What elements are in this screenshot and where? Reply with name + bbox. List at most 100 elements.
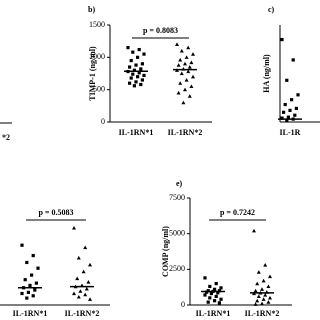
y-tick-label: 2500 (169, 264, 185, 273)
dot (203, 293, 207, 297)
y-tick-label: 1500 (89, 20, 105, 29)
dot (179, 71, 184, 76)
dot (139, 67, 143, 71)
dot (296, 93, 300, 97)
dot (83, 245, 88, 250)
dot (268, 295, 272, 300)
dot (266, 300, 271, 304)
dot (256, 270, 261, 274)
dot (175, 42, 179, 46)
dot (189, 60, 194, 65)
x-tick-label: IL-1RN*2 (245, 309, 280, 318)
dot (208, 296, 212, 300)
x-tick-label: IL-1RN*1 (13, 309, 48, 318)
dot (30, 273, 34, 277)
dot (26, 290, 30, 294)
y-tick-label: 0 (181, 300, 185, 309)
dot (136, 75, 140, 79)
dot (72, 291, 76, 296)
x-tick-label: *2 (2, 133, 10, 142)
dot (25, 296, 29, 300)
dot (88, 262, 92, 267)
dot (139, 82, 143, 87)
dot (129, 58, 133, 63)
dot (86, 280, 91, 284)
dot (25, 260, 29, 265)
y-axis-label: COMP (ng/ml) (161, 226, 170, 277)
dot (219, 286, 223, 290)
dot (128, 81, 132, 85)
dot (137, 47, 141, 52)
dot (140, 62, 144, 66)
dot (214, 294, 218, 299)
dot (183, 87, 187, 92)
dot (209, 291, 213, 296)
panel-label: c) (268, 5, 275, 14)
dot (268, 274, 272, 279)
dot (75, 276, 80, 281)
dot (191, 74, 195, 79)
dot (206, 300, 210, 304)
panel-label: e) (176, 179, 183, 188)
x-tick-label: IL-1R (280, 128, 301, 137)
dot (140, 78, 144, 82)
dot (76, 294, 81, 299)
dot (132, 68, 136, 72)
dot (183, 61, 187, 66)
dot (280, 116, 284, 120)
dot (83, 292, 88, 297)
y-tick-label: 0 (101, 117, 105, 126)
dot (134, 63, 138, 67)
dot (253, 302, 258, 306)
dot (282, 110, 286, 114)
dot (20, 243, 24, 247)
p-value: p = 0.7242 (220, 208, 255, 217)
dot (208, 284, 212, 289)
dot (285, 78, 289, 82)
dot (191, 52, 195, 56)
dot (31, 253, 35, 258)
dot (286, 115, 290, 119)
dot (266, 284, 271, 289)
y-axis-label: HA (ng/ml) (262, 54, 271, 93)
dot (189, 84, 194, 89)
dot (34, 281, 38, 285)
dot (261, 278, 266, 283)
dot (88, 297, 92, 301)
dot (179, 48, 184, 53)
dot (293, 113, 297, 117)
dot (263, 263, 268, 267)
dot (213, 287, 217, 291)
dot (181, 100, 186, 105)
dot (187, 65, 192, 69)
dot (178, 57, 183, 62)
dot (290, 98, 294, 102)
dot (294, 106, 298, 111)
dot (72, 225, 76, 230)
dot (285, 118, 289, 122)
dot (187, 94, 192, 98)
x-tick-label: IL-1RN*2 (65, 309, 100, 318)
dot (256, 294, 261, 299)
dot (261, 297, 266, 301)
y-tick-label: 7500 (169, 193, 185, 202)
y-tick-label: 500 (93, 84, 105, 93)
p-value: p = 0.5083 (38, 208, 73, 217)
dot (280, 37, 284, 42)
dot (184, 77, 189, 82)
dot (255, 281, 260, 286)
dot (20, 291, 24, 296)
dot (128, 65, 132, 69)
dot (76, 255, 81, 260)
dot (260, 301, 264, 306)
dot (129, 76, 133, 80)
dot (213, 299, 217, 303)
dot (186, 69, 191, 74)
dot (186, 45, 191, 50)
dot (176, 90, 181, 95)
dot (134, 80, 138, 84)
dot (78, 289, 83, 293)
dot (126, 46, 130, 50)
